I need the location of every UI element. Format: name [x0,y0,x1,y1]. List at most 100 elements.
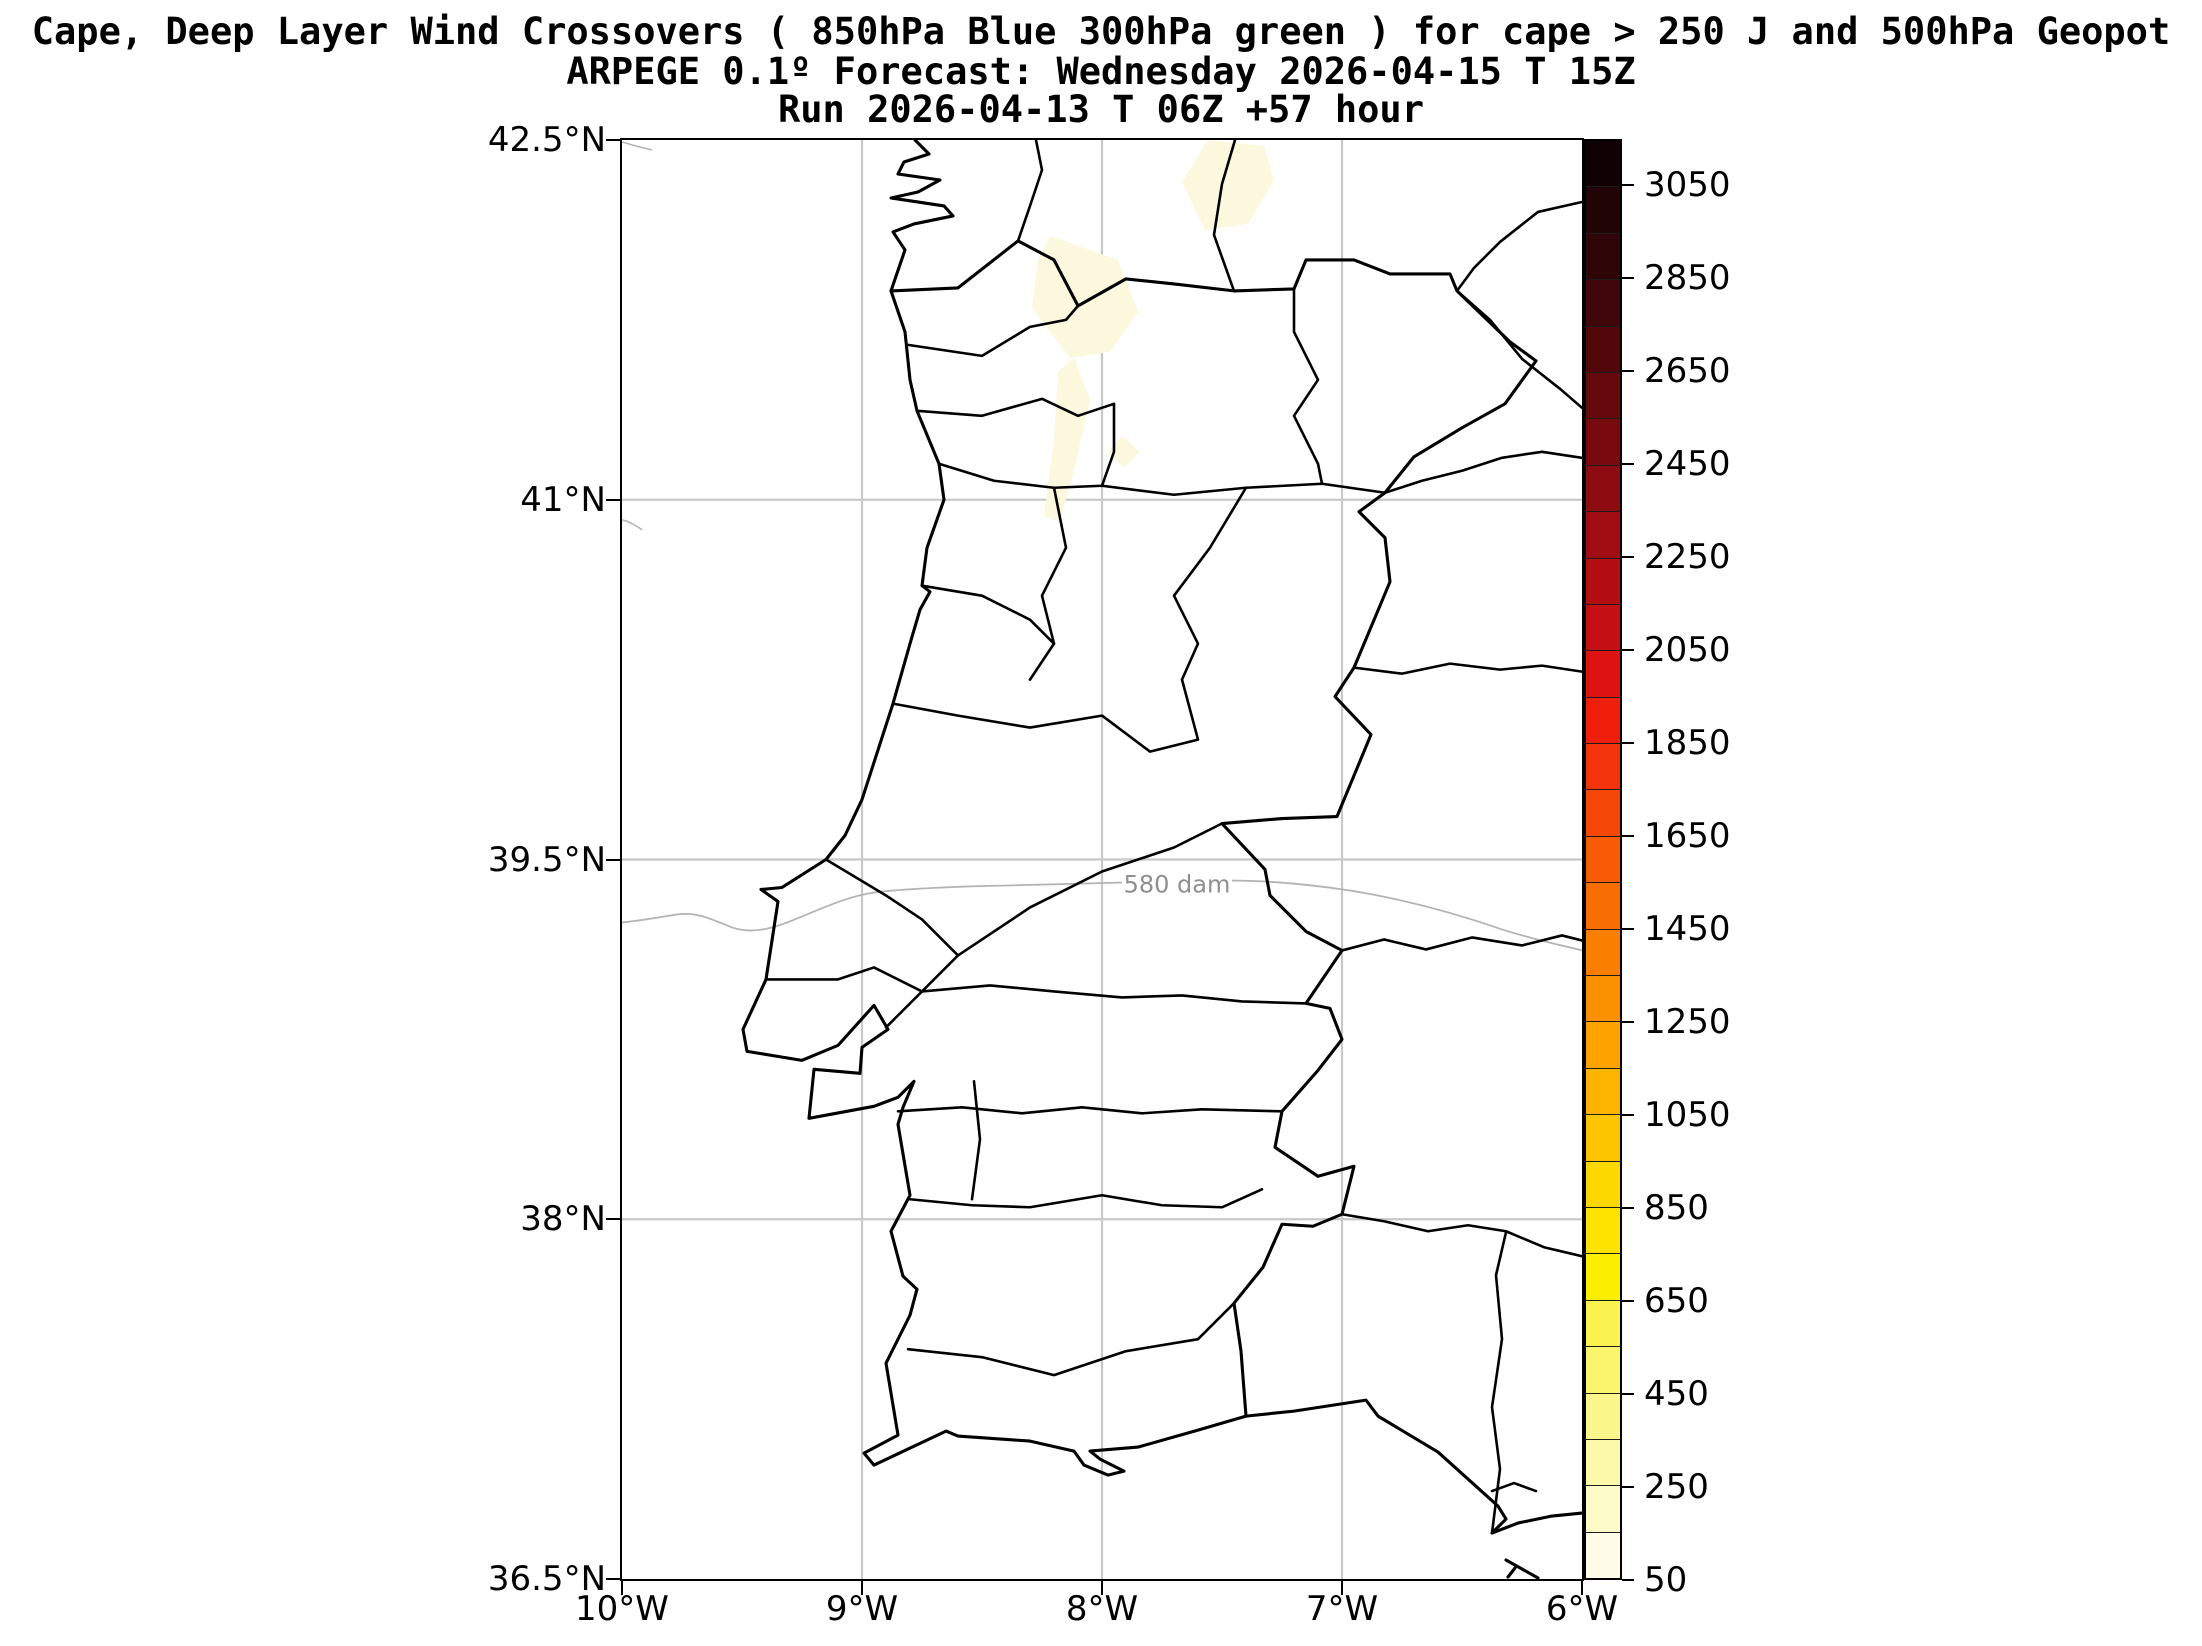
portugal-districts-group [764,287,1387,1377]
district-boundary-4 [1292,287,1324,486]
colorbar-tick-650 [1622,1300,1634,1303]
district-boundary-15 [970,1080,982,1201]
colorbar-segment-12 [1586,650,1620,697]
colorbar-segment-10 [1586,557,1620,604]
colorbar-tick-250 [1622,1486,1634,1489]
province-boundary-1 [1016,140,1044,243]
colorbar-label-1050: 1050 [1644,1095,1731,1136]
spain-provinces-group [1016,140,1582,1535]
colorbar-segment-30 [1586,1485,1620,1532]
colorbar-tick-1850 [1622,742,1634,745]
cape-fill-patch-4 [1108,435,1140,468]
colorbar-label-1650: 1650 [1644,816,1731,857]
y-axis-tick-39.5°N [606,858,620,861]
colorbar-label-2850: 2850 [1644,258,1731,299]
district-boundary-2 [915,397,1116,418]
colorbar-segment-31 [1586,1531,1620,1579]
contour-label-backdrop [1122,867,1232,900]
district-boundary-14 [896,1106,1284,1115]
colorbar-segment-7 [1586,418,1620,465]
colorbar-segment-20 [1586,1021,1620,1068]
colorbar-segment-27 [1586,1346,1620,1393]
contour-580-right [1227,879,1582,952]
contour-fragment-1 [622,141,653,151]
province-boundary-10 [1490,1481,1538,1493]
colorbar-segment-4 [1586,279,1620,326]
district-boundary-3 [1100,402,1116,488]
map-svg: 580 dam [622,140,1582,1579]
colorbar-segment-17 [1586,882,1620,929]
district-boundary-1 [906,304,1080,358]
district-boundary-6 [1028,486,1068,681]
colorbar-segment-3 [1586,232,1620,280]
colorbar-label-850: 850 [1644,1188,1709,1229]
cape-fill-group [1032,140,1274,522]
gridlines-group [622,140,1582,1579]
colorbar-label-2650: 2650 [1644,351,1731,392]
cape-fill-patch-1 [1182,140,1274,230]
colorbar-segment-5 [1586,325,1620,372]
colorbar-tick-1250 [1622,1021,1634,1024]
y-axis-tick-41°N [606,498,620,501]
map-plot-area: 580 dam [620,138,1584,1581]
coastline-path [741,140,1582,1579]
cape-fill-patch-2 [1032,235,1138,358]
colorbar-label-450: 450 [1644,1374,1709,1415]
colorbar-segment-13 [1586,696,1620,744]
colorbar-segment-19 [1586,975,1620,1022]
colorbar-tick-850 [1622,1207,1634,1210]
colorbar-tick-2850 [1622,277,1634,280]
colorbar-tick-2250 [1622,556,1634,559]
y-axis-tick-42.5°N [606,139,620,141]
y-axis-tick-38°N [606,1218,620,1221]
y-axis-label-36.5°N: 36.5°N [487,1559,606,1599]
x-axis-label-9°W: 9°W [825,1589,899,1629]
colorbar-segment-15 [1586,789,1620,836]
colorbar-label-1450: 1450 [1644,909,1731,950]
chart-subtitle: ARPEGE 0.1º Forecast: Wednesday 2026-04-… [566,50,1636,93]
y-axis-label-38°N: 38°N [520,1199,606,1240]
y-axis-label-42.5°N: 42.5°N [487,120,606,160]
colorbar-tick-2650 [1622,370,1634,373]
colorbar-segment-25 [1586,1253,1620,1300]
chart-title: Cape, Deep Layer Wind Crossovers ( 850hP… [31,10,2171,53]
x-axis-label-8°W: 8°W [1065,1589,1139,1629]
boundaries-group [741,140,1582,1579]
x-axis-tick-10°W [621,1581,623,1595]
district-boundary-12 [764,966,924,993]
colorbar-segment-28 [1586,1392,1620,1439]
portugal-spain-border-path [889,239,1538,1418]
province-boundary-4 [1455,289,1582,410]
colorbar-segment-9 [1586,511,1620,558]
colorbar-segment-21 [1586,1067,1620,1115]
province-boundary-8 [1340,1212,1582,1258]
province-boundary-7 [1340,934,1582,952]
province-boundary-5 [1383,450,1582,495]
colorbar-segment-22 [1586,1114,1620,1161]
chart-run-info: Run 2026-04-13 T 06Z +57 hour [777,88,1424,131]
colorbar-label-2050: 2050 [1644,630,1731,671]
contour-fragment-2 [622,519,643,531]
colorbar-segment-29 [1586,1438,1620,1486]
colorbar-tick-3050 [1622,184,1634,187]
colorbar-label-1250: 1250 [1644,1002,1731,1043]
x-axis-tick-9°W [861,1581,863,1595]
colorbar-tick-2450 [1622,463,1634,466]
x-axis-tick-7°W [1341,1581,1343,1595]
colorbar-segment-18 [1586,928,1620,976]
district-boundary-7 [1172,486,1248,681]
district-boundary-17 [906,1301,1236,1377]
province-boundary-3 [1455,200,1582,293]
colorbar-tick-450 [1622,1393,1634,1396]
colorbar-segment-23 [1586,1160,1620,1207]
colorbar-segment-14 [1586,743,1620,790]
province-boundary-2 [1212,140,1237,293]
cape-colorbar [1584,139,1622,1580]
y-axis-label-39.5°N: 39.5°N [487,839,606,880]
y-axis-label-41°N: 41°N [520,479,606,520]
district-boundary-8 [920,584,1056,645]
x-axis-tick-8°W [1101,1581,1103,1595]
district-boundary-16 [908,1187,1264,1209]
colorbar-segment-26 [1586,1299,1620,1347]
